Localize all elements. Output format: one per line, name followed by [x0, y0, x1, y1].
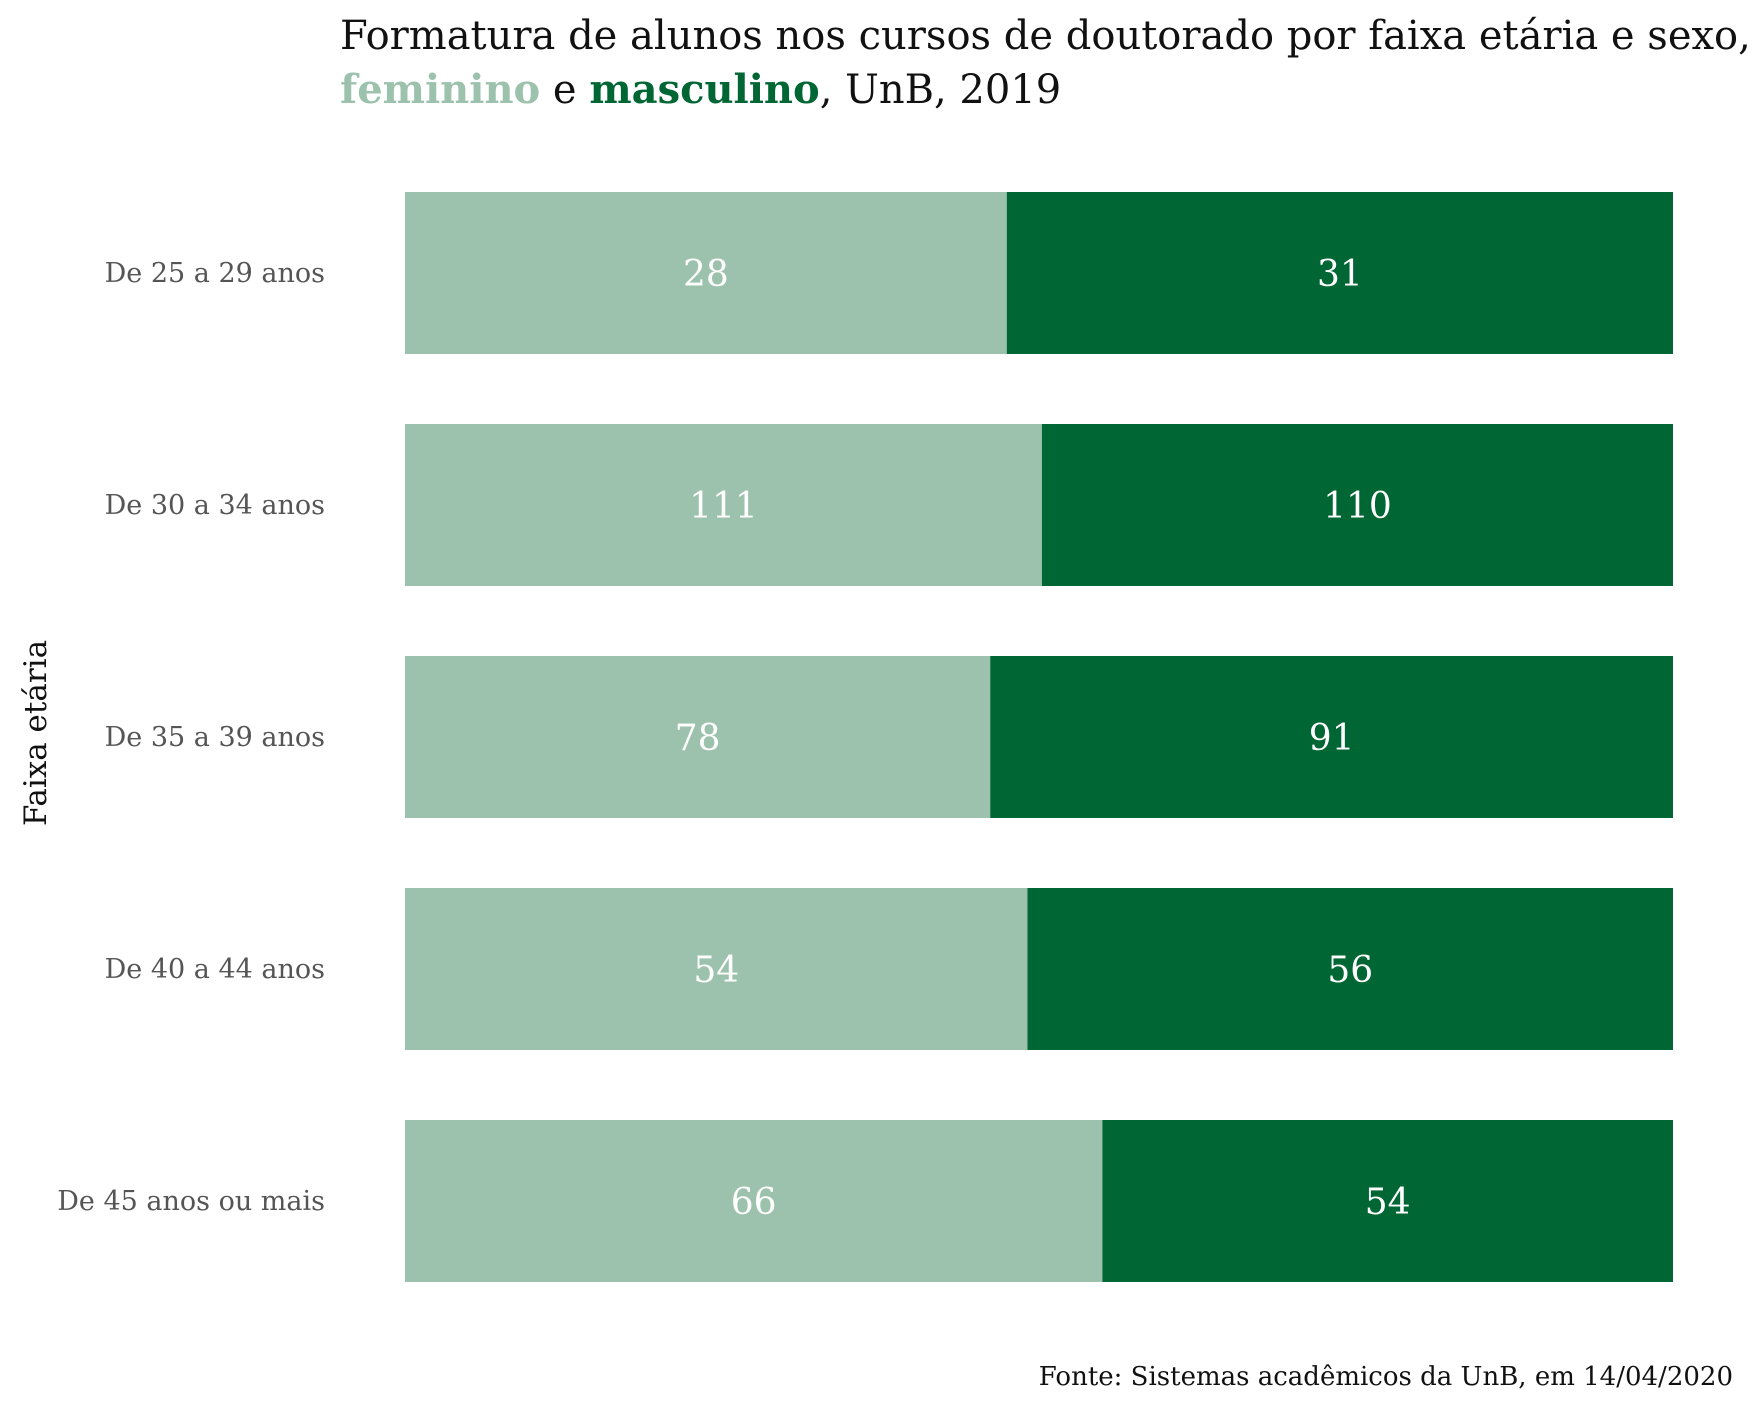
bar-masculino [1102, 1120, 1673, 1282]
data-label-masculino: 31 [1317, 254, 1363, 295]
data-label-masculino: 54 [1365, 1182, 1411, 1223]
data-label-masculino: 91 [1309, 718, 1355, 759]
bar-feminino [405, 888, 1028, 1050]
bar-masculino [990, 656, 1673, 818]
chart-title-line2: feminino e masculino, UnB, 2019 [340, 66, 1061, 113]
data-label-feminino: 78 [675, 718, 721, 759]
bars-group: De 25 a 29 anos 28 31 De 30 a 34 anos 111 110… [57, 192, 1673, 1282]
bar-masculino [1027, 888, 1673, 1050]
bar-feminino [405, 192, 1007, 354]
title-masculino-label: masculino [589, 66, 819, 113]
y-tick-label: De 35 a 39 anos [105, 722, 325, 753]
y-tick-label: De 40 a 44 anos [105, 954, 325, 985]
data-label-feminino: 28 [683, 254, 729, 295]
y-tick-label: De 45 anos ou mais [57, 1186, 325, 1217]
data-label-masculino: 110 [1323, 486, 1392, 527]
y-tick-label: De 25 a 29 anos [105, 258, 325, 289]
bar-masculino [1041, 424, 1673, 586]
bar-feminino [405, 656, 991, 818]
data-label-masculino: 56 [1327, 950, 1373, 991]
bar-feminino [405, 1120, 1103, 1282]
y-axis-title: Faixa etária [18, 640, 54, 826]
title-conjunction: e [540, 67, 589, 113]
bar-feminino [405, 424, 1042, 586]
bar-masculino [1006, 192, 1673, 354]
data-label-feminino: 54 [693, 950, 739, 991]
chart-title-line1: Formatura de alunos nos cursos de doutor… [340, 13, 1750, 59]
data-label-feminino: 66 [731, 1182, 777, 1223]
y-tick-label: De 30 a 34 anos [105, 490, 325, 521]
title-feminino-label: feminino [340, 66, 540, 113]
data-label-feminino: 111 [689, 486, 758, 527]
chart-caption: Fonte: Sistemas acadêmicos da UnB, em 14… [1039, 1362, 1733, 1392]
title-rest: , UnB, 2019 [820, 67, 1062, 113]
